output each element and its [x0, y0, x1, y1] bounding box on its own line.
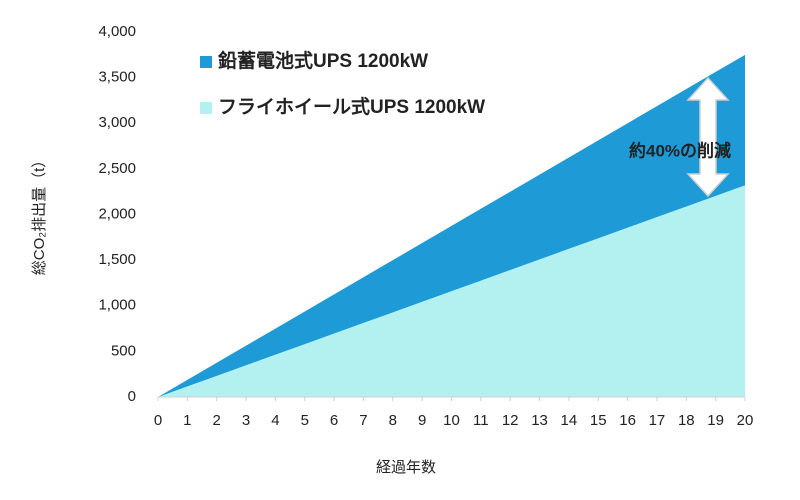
x-tick-label: 15 [590, 412, 607, 429]
x-tick-label: 7 [359, 412, 367, 429]
x-tick-label: 9 [418, 412, 426, 429]
y-tick-label: 1,500 [98, 251, 136, 268]
y-tick-label: 4,000 [98, 23, 136, 40]
x-tick-label: 11 [473, 412, 489, 429]
x-tick-label: 3 [242, 412, 250, 429]
y-tick-label: 3,000 [98, 114, 136, 131]
annotation-arrow [686, 76, 730, 198]
legend-swatch [200, 56, 212, 68]
legend-swatch [200, 102, 212, 114]
x-tick-label: 16 [619, 412, 636, 429]
x-tick-label: 6 [330, 412, 338, 429]
x-tick-label: 10 [443, 412, 460, 429]
y-tick-label: 3,500 [98, 69, 136, 86]
y-tick-label: 500 [111, 342, 136, 359]
x-tick-label: 2 [213, 412, 221, 429]
y-tick-label: 0 [128, 388, 136, 405]
x-tick-label: 18 [678, 412, 695, 429]
x-tick-label: 1 [183, 412, 191, 429]
legend-label: フライホイール式UPS 1200kW [218, 95, 485, 118]
legend-label: 鉛蓄電池式UPS 1200kW [218, 49, 428, 72]
x-tick-label: 4 [271, 412, 279, 429]
x-tick-label: 20 [737, 412, 754, 429]
x-axis-label: 経過年数 [376, 459, 436, 476]
x-tick-label: 12 [502, 412, 519, 429]
area [158, 185, 745, 397]
y-tick-label: 2,000 [98, 205, 136, 222]
y-tick-label: 1,000 [98, 297, 136, 314]
x-tick-label: 17 [649, 412, 666, 429]
x-tick-label: 13 [531, 412, 548, 429]
y-axis-label: 総CO₂排出量（t） [31, 153, 48, 276]
y-tick-label: 2,500 [98, 160, 136, 177]
x-tick-label: 8 [389, 412, 397, 429]
x-tick-label: 14 [561, 412, 578, 429]
x-tick-label: 5 [301, 412, 309, 429]
x-tick-label: 19 [707, 412, 724, 429]
annotation: 約40%の削減 [629, 140, 731, 160]
x-tick-label: 0 [154, 412, 162, 429]
